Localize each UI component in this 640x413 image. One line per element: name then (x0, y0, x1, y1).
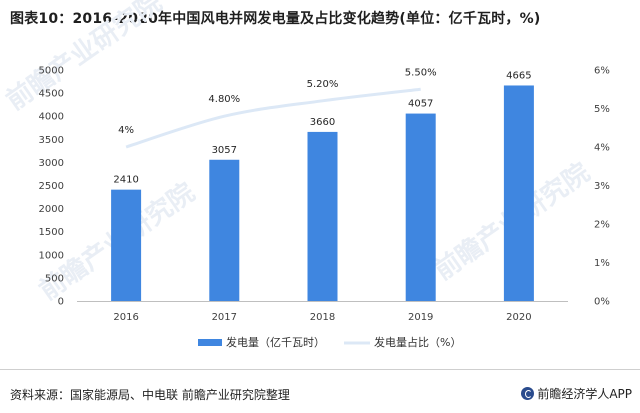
footer-divider (0, 369, 640, 370)
bar-value-label: 3660 (310, 117, 335, 128)
legend-bar-swatch (198, 339, 222, 346)
x-tick-label: 2016 (113, 312, 138, 323)
watermark-text: 前瞻产业研究院 (1, 0, 168, 117)
bar-value-label: 2410 (113, 175, 138, 186)
bar (209, 159, 240, 301)
line-value-label: 4.80% (208, 94, 240, 105)
y-right-tick-label: 5% (594, 104, 610, 115)
x-tick-label: 2017 (212, 312, 237, 323)
bar (111, 189, 142, 301)
y-left-tick-label: 1500 (39, 227, 64, 238)
line-value-label: 5.50% (405, 67, 437, 78)
chart-title: 图表10：2016-2020年中国风电并网发电量及占比变化趋势(单位：亿千瓦时，… (10, 11, 541, 27)
y-right-tick-label: 4% (594, 143, 610, 154)
brand: 前瞻经济学人APP (521, 385, 632, 402)
x-tick-label: 2020 (506, 312, 531, 323)
y-left-tick-label: 4000 (39, 112, 64, 123)
y-right-tick-label: 2% (594, 220, 610, 231)
source-note: 资料来源：国家能源局、中电联 前瞻产业研究院整理 (10, 388, 290, 402)
x-tick-label: 2018 (310, 312, 335, 323)
bar-value-label: 4057 (408, 99, 433, 110)
y-right-tick-label: 6% (594, 66, 610, 77)
x-tick-label: 2019 (408, 312, 433, 323)
brand-logo-icon (521, 387, 535, 400)
bar (405, 113, 436, 302)
share-line (125, 87, 421, 149)
bar-value-label: 3057 (212, 145, 237, 156)
chart-svg: 前瞻产业研究院前瞻产业研究院前瞻产业研究院0500100015002000250… (1, 0, 610, 349)
y-left-tick-label: 2000 (39, 204, 64, 215)
brand-text: 前瞻经济学人APP (537, 387, 632, 401)
y-left-tick-label: 1000 (39, 250, 64, 261)
y-right-tick-label: 0% (594, 297, 610, 308)
bar (503, 85, 534, 302)
y-left-tick-label: 3000 (39, 158, 64, 169)
y-left-tick-label: 500 (45, 273, 64, 284)
y-right-tick-label: 1% (594, 258, 610, 269)
y-left-tick-label: 0 (58, 297, 64, 308)
y-left-tick-label: 5000 (39, 66, 64, 77)
bar-value-label: 4665 (506, 70, 531, 81)
line-value-label: 4% (118, 125, 134, 136)
y-right-tick-label: 3% (594, 181, 610, 192)
y-left-tick-label: 4500 (39, 89, 64, 100)
y-left-tick-label: 3500 (39, 135, 64, 146)
bar (307, 131, 338, 301)
legend-line-label: 发电量占比（%） (374, 335, 461, 349)
line-value-label: 5.20% (307, 79, 339, 90)
y-left-tick-label: 2500 (39, 181, 64, 192)
legend-bar-label: 发电量（亿千瓦时） (226, 335, 325, 349)
